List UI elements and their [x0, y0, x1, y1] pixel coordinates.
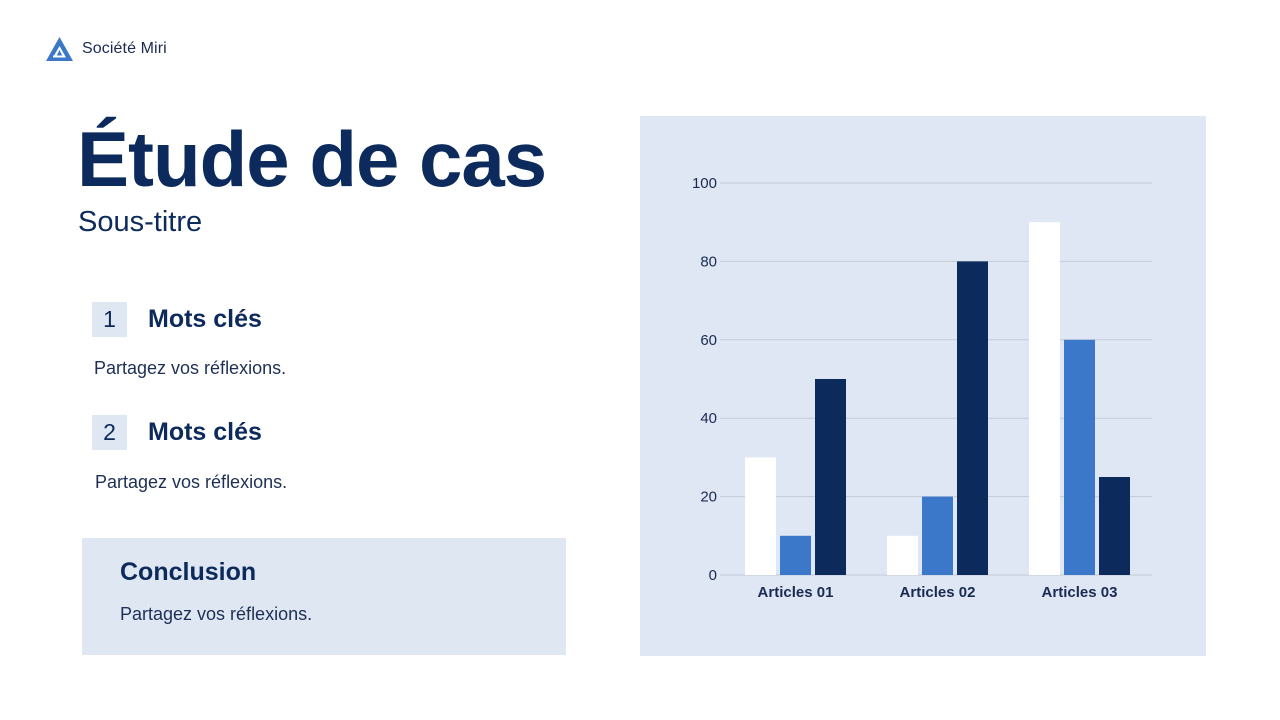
point-number-badge: 1: [92, 302, 127, 337]
bar-chart: 0 20 40 60 80 100 Articles 01 Articles 02 Articl…: [692, 175, 1152, 601]
point-label: Mots clés: [148, 305, 262, 333]
point-number-badge: 2: [92, 415, 127, 450]
conclusion-description: Partagez vos réflexions.: [120, 604, 313, 624]
bar: [815, 379, 846, 575]
brand: Société Miri: [46, 37, 167, 61]
bar-chart-panel: 0 20 40 60 80 100 Articles 01 Articles 02 Articl…: [640, 116, 1206, 656]
point-description: Partagez vos réflexions.: [95, 472, 288, 492]
bar: [887, 535, 918, 575]
y-tick-label: 0: [709, 567, 717, 584]
key-point-1: 1 Mots clés: [92, 302, 262, 337]
x-category-label: Articles 02: [900, 584, 976, 601]
point-label: Mots clés: [148, 418, 262, 446]
brand-name: Société Miri: [82, 40, 167, 57]
y-tick-label: 100: [692, 175, 717, 192]
page-subtitle: Sous-titre: [78, 206, 203, 238]
bar: [780, 535, 811, 575]
bar: [1064, 339, 1095, 575]
y-tick-label: 20: [700, 489, 717, 506]
point-description: Partagez vos réflexions.: [94, 358, 287, 378]
triangle-logo-icon: [46, 37, 73, 61]
bar: [1029, 222, 1060, 575]
y-tick-label: 80: [700, 253, 717, 270]
y-tick-label: 40: [700, 410, 717, 427]
conclusion-title: Conclusion: [120, 558, 257, 586]
conclusion-box: Conclusion Partagez vos réflexions.: [82, 538, 566, 655]
key-point-2: 2 Mots clés: [92, 415, 262, 450]
x-category-label: Articles 01: [758, 584, 834, 601]
y-tick-label: 60: [700, 332, 717, 349]
bar: [745, 457, 776, 575]
x-category-label: Articles 03: [1042, 584, 1118, 601]
bar: [1099, 477, 1130, 575]
bar: [922, 496, 953, 575]
page-title: Étude de cas: [77, 115, 547, 203]
bar: [957, 261, 988, 575]
